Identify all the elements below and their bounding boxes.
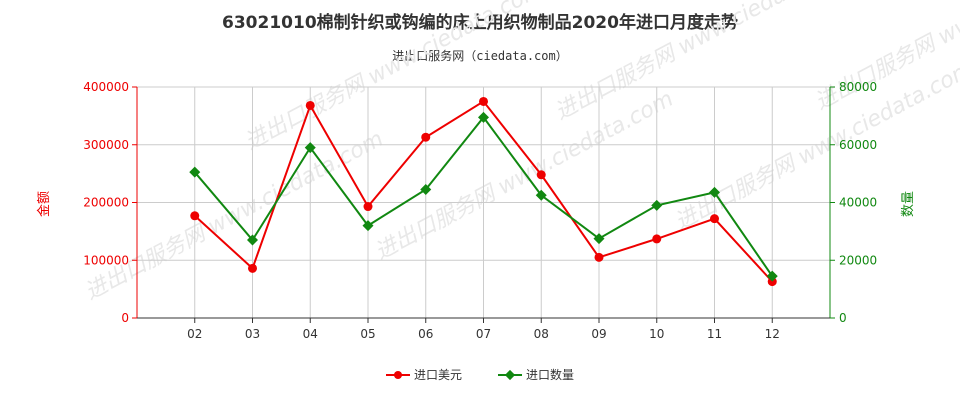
y-left-tick-label: 400000 [83,80,129,94]
x-tick-label: 11 [707,327,722,341]
data-point-quantity [593,233,605,245]
x-tick-label: 08 [534,327,549,341]
data-point-quantity [189,166,201,178]
legend-item-amount[interactable]: 进口美元 [385,366,462,383]
y-axis-left-label: 金额 [36,191,52,217]
y-right-tick-label: 60000 [839,138,877,152]
y-left-tick-label: 100000 [83,253,129,267]
x-tick-label: 05 [360,327,375,341]
legend-item-quantity[interactable]: 进口数量 [498,366,574,383]
data-point-amount [652,234,662,244]
chart-legend: 进口美元 进口数量 [0,366,960,383]
x-tick-label: 04 [303,327,318,341]
legend-quantity-label: 进口数量 [526,368,575,382]
legend-amount-label: 进口美元 [413,368,462,382]
watermark-text: 进出口服务网 www.ciedata.com [551,0,858,125]
y-right-tick-label: 40000 [839,196,877,210]
data-point-quantity [420,184,432,196]
x-tick-label: 10 [649,327,664,341]
data-point-amount [594,252,604,262]
data-point-amount [479,96,488,106]
x-tick-label: 02 [187,327,202,341]
data-point-quantity [709,186,720,198]
data-point-amount [710,214,719,224]
data-point-amount [305,100,315,110]
data-point-amount [363,202,373,212]
x-tick-label: 06 [418,327,433,341]
y-axis-right-label: 数量 [901,191,916,217]
y-left-tick-label: 0 [121,311,129,325]
y-left-tick-label: 300000 [83,138,129,152]
y-right-tick-label: 0 [839,311,847,325]
data-point-quantity [247,234,258,246]
legend-quantity-swatch [498,369,522,380]
data-point-amount [248,263,257,273]
data-point-quantity [362,220,374,232]
x-tick-label: 07 [476,327,491,341]
watermark-text: 进出口服务网 www.ciedata.com [81,126,388,305]
x-tick-label: 03 [245,327,260,341]
data-point-quantity [651,199,663,211]
data-point-quantity [304,142,316,154]
data-point-quantity [535,189,547,201]
watermark-text: 进出口服务网 www.ciedata.com [241,0,548,155]
data-point-amount [536,170,546,180]
legend-amount-swatch [385,370,410,380]
x-tick-label: 12 [765,327,780,341]
y-left-tick-label: 200000 [83,196,129,210]
y-right-tick-label: 20000 [839,253,877,267]
data-point-quantity [478,111,489,123]
chart-title: 63021010棉制针织或钩编的床上用织物制品2020年进口月度走势 [222,13,738,33]
data-point-amount [190,211,200,221]
x-tick-label: 09 [591,327,606,341]
data-point-quantity [766,270,778,282]
watermark-text: 进出口服务网 www.ciedata.com [371,86,678,265]
y-right-tick-label: 80000 [839,80,877,94]
data-point-amount [421,132,431,142]
chart-subtitle: 进出口服务网（ciedata.com） [392,49,568,63]
